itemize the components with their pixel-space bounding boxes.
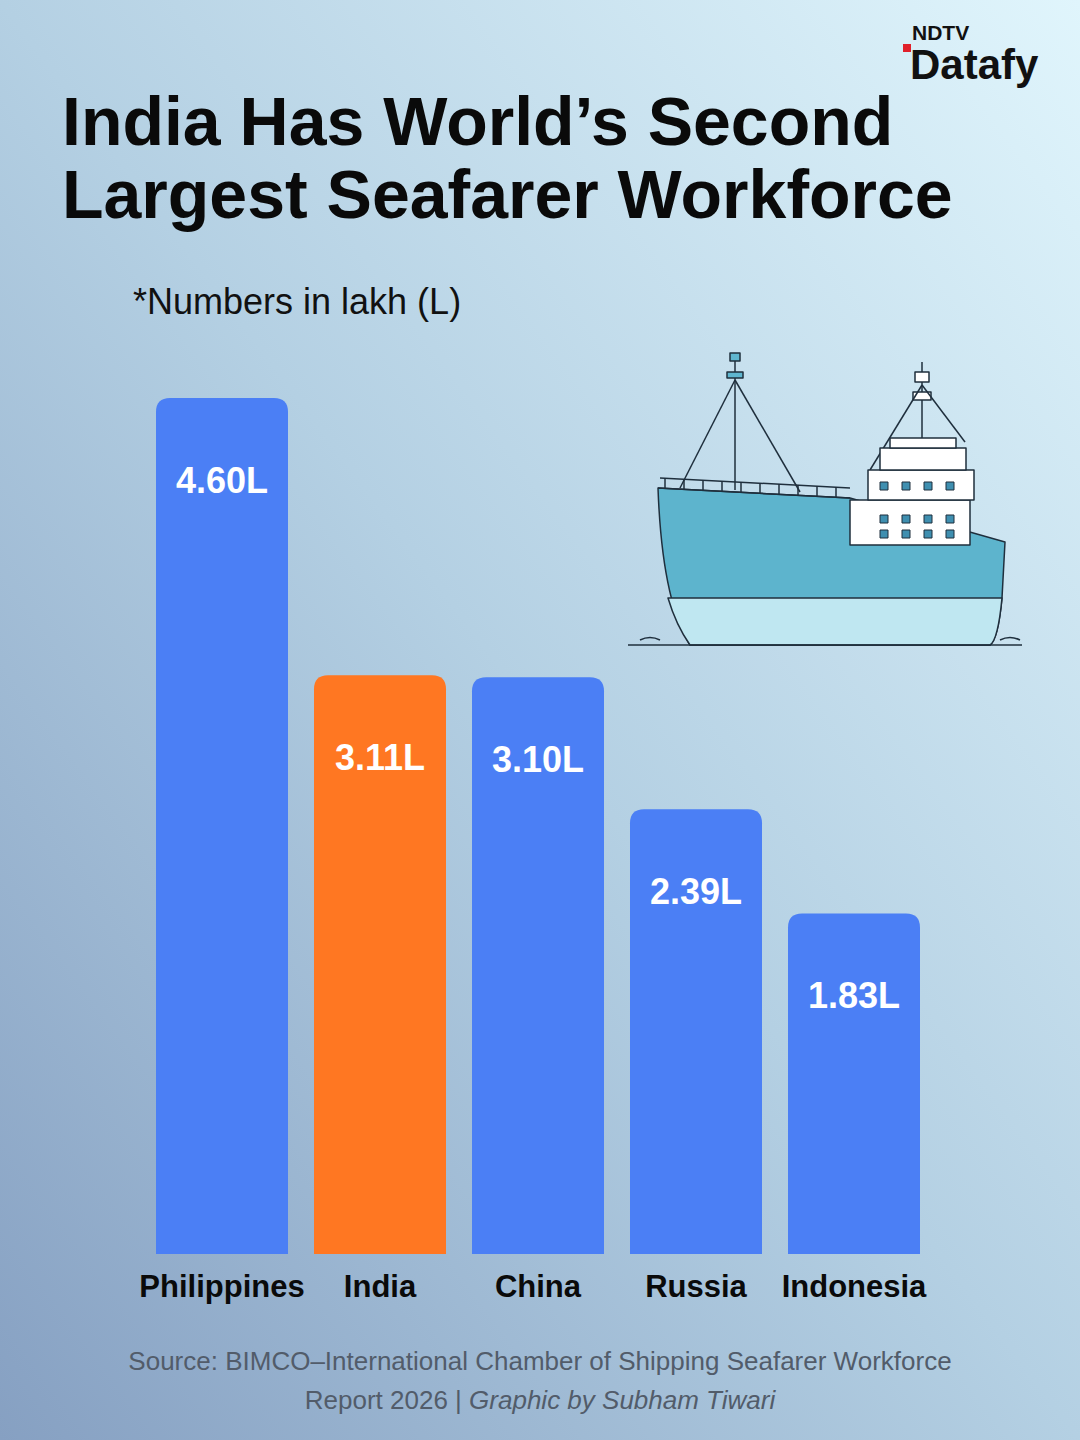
ship-window xyxy=(946,482,954,490)
background xyxy=(0,0,1080,1440)
ship-mast-part xyxy=(730,353,740,361)
ship-hull-lower xyxy=(668,598,1002,645)
ship-rail-post xyxy=(759,483,761,494)
title-line: Largest Seafarer Workforce xyxy=(62,156,953,232)
ship-wave xyxy=(1000,638,1020,641)
ship-rail-post xyxy=(683,479,685,490)
chart-canvas: NDTVDatafyIndia Has World’s SecondLarges… xyxy=(0,0,1080,1440)
ship-deck xyxy=(658,488,850,498)
ship-mast-part xyxy=(915,372,929,382)
ship-rail-post xyxy=(664,478,666,489)
bar xyxy=(630,809,762,1254)
title-line: India Has World’s Second xyxy=(62,83,893,159)
ship-window xyxy=(880,515,888,523)
brand-main: Datafy xyxy=(910,41,1039,88)
ship-rigging xyxy=(735,380,800,492)
value-label: 2.39L xyxy=(650,871,742,912)
subtitle: *Numbers in lakh (L) xyxy=(133,281,461,322)
bar xyxy=(472,677,604,1254)
ship-window xyxy=(880,530,888,538)
ship-rail-post xyxy=(721,481,723,492)
value-label: 3.11L xyxy=(335,737,425,778)
ship-rail-post xyxy=(740,482,742,493)
ship-window xyxy=(924,515,932,523)
bar xyxy=(156,398,288,1254)
ship-window xyxy=(924,482,932,490)
ship-rail-post xyxy=(835,487,837,498)
credit-text: Graphic by Subham Tiwari xyxy=(469,1385,775,1415)
ship-rail-post xyxy=(816,486,818,497)
ship-rigging xyxy=(922,385,965,442)
ship-window xyxy=(902,482,910,490)
ship-window xyxy=(902,515,910,523)
ship-window xyxy=(946,530,954,538)
ship-rail-post xyxy=(702,480,704,491)
ship-window xyxy=(880,482,888,490)
category-label: India xyxy=(344,1269,417,1304)
category-label: Philippines xyxy=(139,1269,304,1304)
ship-hull xyxy=(658,488,1005,645)
ship-rail xyxy=(660,478,850,488)
ship-window xyxy=(902,530,910,538)
title: India Has World’s SecondLargest Seafarer… xyxy=(62,83,953,232)
ship-rigging xyxy=(680,380,735,488)
ship-window xyxy=(924,530,932,538)
bars xyxy=(156,398,920,1254)
ship-cabin xyxy=(890,438,956,448)
bar xyxy=(314,675,446,1254)
ship-cabin xyxy=(868,470,974,500)
category-label: Indonesia xyxy=(782,1269,927,1304)
bar xyxy=(788,913,920,1254)
ship-illustration xyxy=(628,353,1022,645)
ship-wave xyxy=(640,638,660,641)
category-label: Russia xyxy=(645,1269,747,1304)
source-note: Source: BIMCO–International Chamber of S… xyxy=(90,1342,990,1420)
ship-rail-post xyxy=(778,484,780,495)
ship-cabin xyxy=(850,500,970,545)
ship-cabin xyxy=(880,448,966,470)
ship-rail-post xyxy=(797,485,799,496)
value-label: 1.83L xyxy=(808,975,900,1016)
value-label: 3.10L xyxy=(492,739,584,780)
ship-mast-part xyxy=(727,372,743,378)
labels: 4.60L Philippines 3.11L India 3.10L China 2.39… xyxy=(139,460,927,1304)
ship-window xyxy=(946,515,954,523)
value-label: 4.60L xyxy=(176,460,268,501)
ship-waterline xyxy=(628,644,1022,646)
category-label: China xyxy=(495,1269,582,1304)
